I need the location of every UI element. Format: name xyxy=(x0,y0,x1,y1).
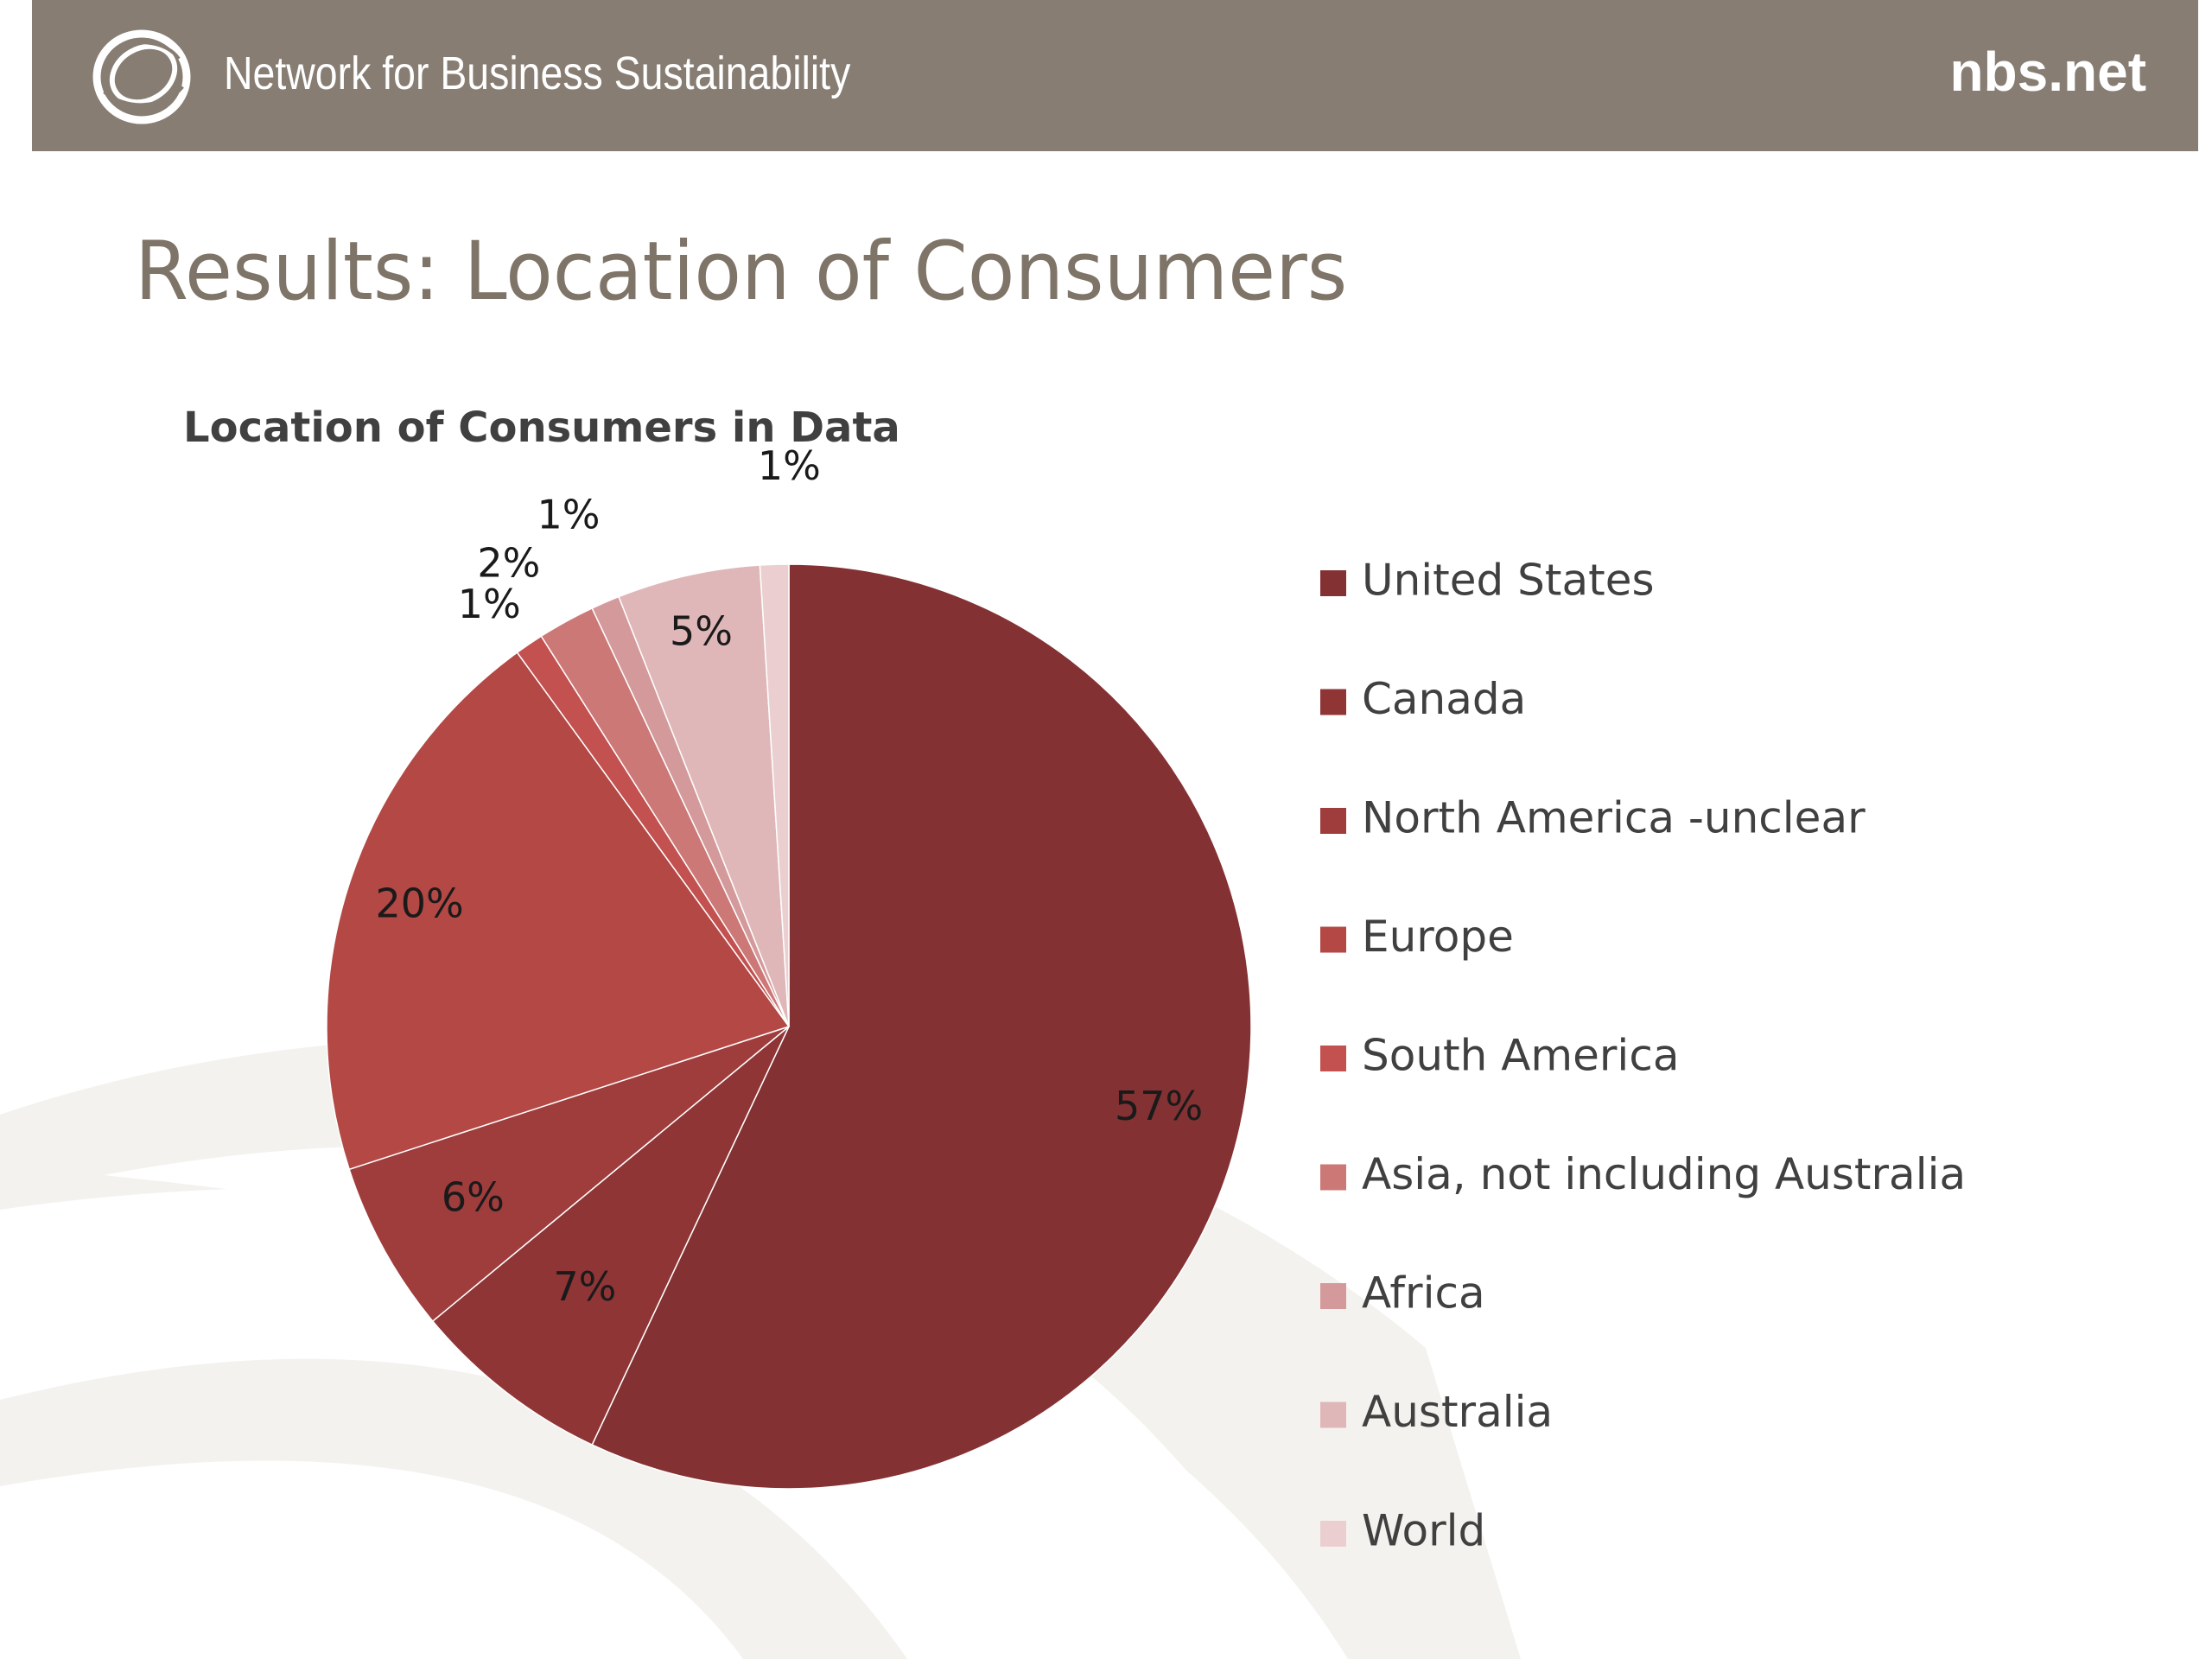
data-label: 57% xyxy=(1115,1083,1203,1129)
chart-title: Location of Consumers in Data xyxy=(183,404,900,452)
legend-swatch xyxy=(1320,570,1346,596)
legend-swatch xyxy=(1320,1046,1346,1071)
legend-swatch xyxy=(1320,1283,1346,1309)
pie-slice-united-states[interactable] xyxy=(591,563,1252,1490)
data-label: 7% xyxy=(553,1263,616,1310)
legend-entry: Europe xyxy=(1362,912,1514,962)
pie-slice-north-america-unclear[interactable] xyxy=(348,1026,790,1323)
data-label: 1% xyxy=(758,442,821,489)
pie-slice-europe[interactable] xyxy=(326,652,791,1171)
pie-slices xyxy=(326,563,1252,1490)
legend-entry: South America xyxy=(1362,1031,1679,1081)
legend-swatch xyxy=(1320,689,1346,715)
legend-entry: Africa xyxy=(1362,1268,1485,1319)
legend-entry: Canada xyxy=(1362,674,1526,724)
slide-title: Results: Location of Consumers xyxy=(135,225,1348,319)
organization-name: Network for Business Sustainability xyxy=(224,48,851,99)
legend-swatch xyxy=(1320,1521,1346,1547)
legend-swatch xyxy=(1320,808,1346,834)
data-label: 6% xyxy=(442,1174,505,1221)
nbs-ring-logo-icon xyxy=(92,29,191,124)
pie-data-labels: 57%7%6%20%1%2%1%5%1% xyxy=(375,442,1203,1310)
legend-entry: North America -unclear xyxy=(1362,793,1866,843)
chart-legend: United States Canada North America -unclea… xyxy=(1320,556,1966,1556)
data-label: 1% xyxy=(458,581,521,627)
legend-entry: World xyxy=(1362,1506,1485,1556)
data-label: 2% xyxy=(477,539,540,586)
legend-swatch xyxy=(1320,1164,1346,1191)
data-label: 1% xyxy=(537,491,601,537)
legend-entry: United States xyxy=(1362,556,1655,606)
data-label: 5% xyxy=(670,607,733,654)
pie-slice-world[interactable] xyxy=(759,563,790,1027)
legend-entry: Australia xyxy=(1362,1387,1553,1437)
site-url[interactable]: nbs.net xyxy=(1949,41,2146,103)
legend-entry: Asia, not including Australia xyxy=(1362,1149,1966,1199)
header-bar: Network for Business Sustainability nbs.… xyxy=(32,0,2198,151)
legend-swatch xyxy=(1320,926,1346,953)
data-label: 20% xyxy=(375,880,463,927)
pie-slice-canada[interactable] xyxy=(431,1026,790,1446)
pie-slice-australia[interactable] xyxy=(618,564,790,1027)
legend-swatch xyxy=(1320,1402,1346,1428)
